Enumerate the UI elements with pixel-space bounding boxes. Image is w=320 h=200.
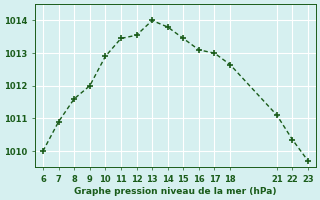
X-axis label: Graphe pression niveau de la mer (hPa): Graphe pression niveau de la mer (hPa) (74, 187, 277, 196)
